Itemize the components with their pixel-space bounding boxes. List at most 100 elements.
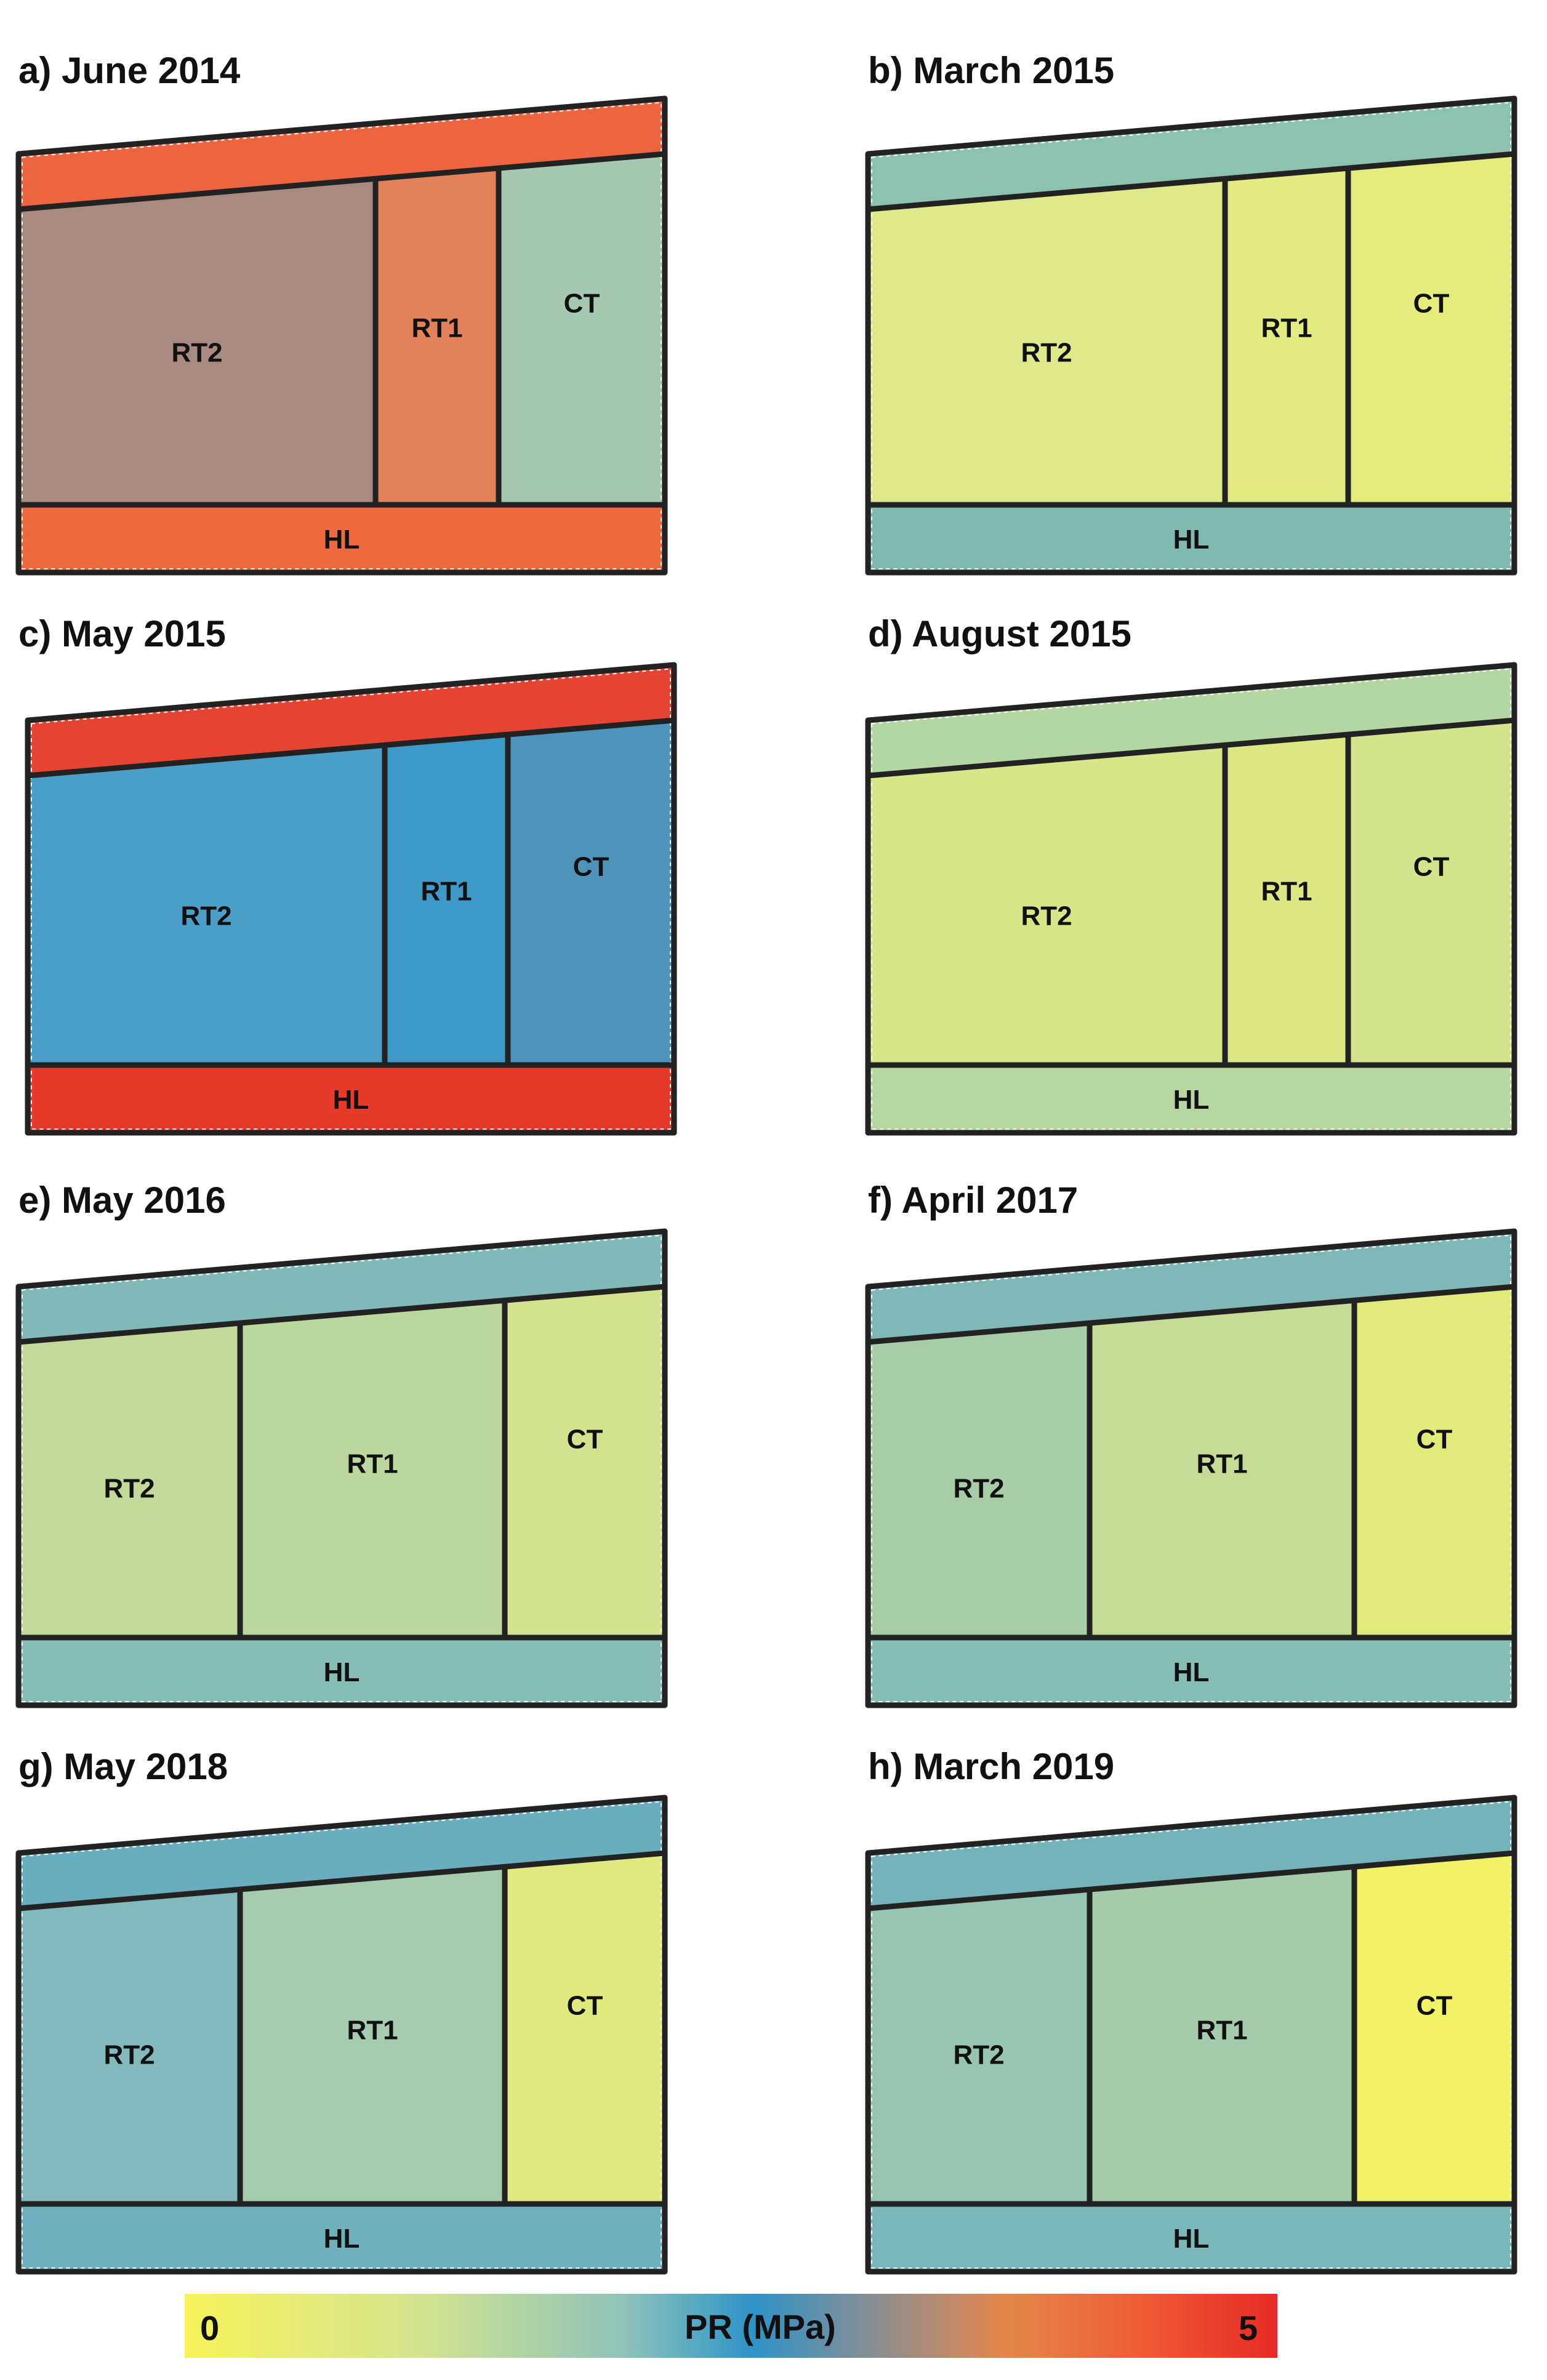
zone-label-rt1: RT1 <box>1261 877 1312 907</box>
top-strip-zone <box>868 1798 1514 1908</box>
panel-7: RT2 RT1 CT HL <box>15 1795 668 2275</box>
zone-label-rt1: RT1 <box>420 877 472 907</box>
panel-outline <box>865 1228 1517 1708</box>
zone-label-rt2: RT2 <box>953 1473 1004 1503</box>
zone-ct <box>1354 1853 1514 2204</box>
top-strip-zone <box>868 1231 1514 1342</box>
strip-divider <box>867 1284 1515 1345</box>
zone-rt1 <box>240 1867 505 2204</box>
strip-divider <box>27 717 675 779</box>
zone-label-rt1: RT1 <box>411 313 462 344</box>
zone-label-hl: HL <box>324 2224 360 2254</box>
zone-ct <box>505 1853 665 2204</box>
zone-ct <box>499 154 665 505</box>
zone-label-rt1: RT1 <box>1196 1449 1247 1479</box>
panel-title: h) March 2019 <box>868 1746 1115 1787</box>
zone-rt2 <box>28 745 385 1065</box>
zone-rt1 <box>385 734 508 1065</box>
zone-rt1 <box>1225 168 1348 505</box>
panel-3: RT2 RT1 CT HL <box>25 662 677 1136</box>
zone-rt2 <box>868 1323 1090 1638</box>
zone-ct <box>1354 1287 1514 1638</box>
strip-divider <box>867 717 1515 779</box>
zone-label-rt1: RT1 <box>347 1449 398 1479</box>
strip-divider <box>867 1850 1515 1912</box>
zone-label-hl: HL <box>333 1085 369 1115</box>
top-strip-zone <box>28 665 674 776</box>
panel-title: a) June 2014 <box>18 50 241 91</box>
zone-rt2 <box>868 1889 1090 2204</box>
zone-label-ct: CT <box>1413 852 1450 882</box>
zone-label-rt1: RT1 <box>1261 313 1312 344</box>
panel-title: e) May 2016 <box>18 1180 226 1221</box>
top-strip-zone <box>18 98 665 209</box>
panel-title: f) April 2017 <box>868 1180 1079 1221</box>
panel-6: RT2 RT1 CT HL <box>865 1228 1517 1708</box>
panel-dashed-border <box>871 102 1511 569</box>
panel-title: c) May 2015 <box>18 613 226 654</box>
panel-outline <box>25 662 677 1136</box>
panel-outline <box>15 1795 668 2275</box>
zone-rt2 <box>18 179 376 505</box>
colorbar-max-label: 5 <box>1239 2309 1258 2347</box>
zone-ct <box>505 1287 665 1638</box>
zone-label-rt2: RT2 <box>103 2040 155 2070</box>
panel-title: g) May 2018 <box>18 1746 228 1787</box>
panel-outline <box>865 95 1517 576</box>
colorbar-min-label: 0 <box>200 2309 220 2347</box>
strip-divider <box>18 1850 665 1912</box>
zone-label-ct: CT <box>1416 1990 1453 2020</box>
zone-label-rt2: RT2 <box>180 901 231 931</box>
zone-label-hl: HL <box>324 1657 360 1687</box>
panel-title: d) August 2015 <box>868 613 1131 654</box>
zone-hl <box>868 1638 1514 1705</box>
zone-label-rt2: RT2 <box>171 338 222 368</box>
panel-2: RT2 RT1 CT HL <box>865 95 1517 576</box>
panel-dashed-border <box>22 102 662 569</box>
zone-label-hl: HL <box>1173 2224 1210 2254</box>
zone-hl <box>18 2204 665 2272</box>
zone-ct <box>508 720 674 1065</box>
colorbar <box>185 2294 1277 2358</box>
zone-rt1 <box>1225 734 1348 1065</box>
zone-hl <box>868 505 1514 573</box>
panel-4: RT2 RT1 CT HL <box>865 662 1517 1136</box>
zone-rt1 <box>1090 1300 1354 1638</box>
zone-rt1 <box>1090 1867 1354 2204</box>
zone-label-hl: HL <box>1173 1085 1210 1115</box>
panel-dashed-border <box>22 1801 662 2269</box>
zone-label-hl: HL <box>324 525 360 555</box>
panel-outline <box>15 95 668 576</box>
zone-hl <box>18 1638 665 1705</box>
panel-outline <box>15 1228 668 1708</box>
zone-label-rt1: RT1 <box>347 2015 398 2045</box>
zone-ct <box>1348 720 1514 1065</box>
zone-rt2 <box>868 179 1225 505</box>
zone-rt2 <box>18 1323 240 1638</box>
zone-label-hl: HL <box>1173 525 1210 555</box>
panel-dashed-border <box>31 668 671 1130</box>
zone-label-rt1: RT1 <box>1196 2015 1247 2045</box>
zone-hl <box>18 505 665 573</box>
strip-divider <box>18 151 665 212</box>
zone-label-ct: CT <box>567 1990 603 2020</box>
panel-dashed-border <box>871 1234 1511 1702</box>
zone-label-rt2: RT2 <box>1021 338 1072 368</box>
panel-outline <box>865 662 1517 1136</box>
zone-ct <box>1348 154 1514 505</box>
zone-label-rt2: RT2 <box>1021 901 1072 931</box>
field-maps: RT2 RT1 CT HL RT2 RT1 CT HL RT2 RT1 CT HL RT2 RT1 CT HL… <box>15 95 1517 2275</box>
zone-label-ct: CT <box>567 1424 603 1454</box>
zone-hl <box>868 1065 1514 1133</box>
zone-label-ct: CT <box>573 852 609 882</box>
zone-rt1 <box>376 168 499 505</box>
zone-label-rt2: RT2 <box>953 2040 1004 2070</box>
panel-1: RT2 RT1 CT HL <box>15 95 668 576</box>
zone-label-ct: CT <box>1416 1424 1453 1454</box>
top-strip-zone <box>18 1231 665 1342</box>
colorbar-title: PR (MPa) <box>685 2307 836 2346</box>
panel-dashed-border <box>871 1801 1511 2269</box>
top-strip-zone <box>18 1798 665 1908</box>
zone-label-ct: CT <box>564 289 600 319</box>
